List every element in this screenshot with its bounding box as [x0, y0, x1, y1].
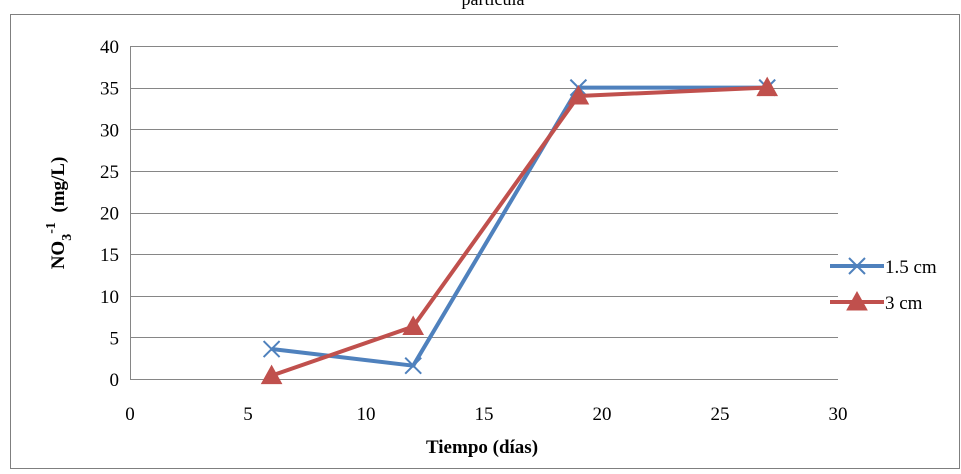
y-tick-label: 30: [100, 120, 119, 141]
y-tick-label: 20: [100, 204, 119, 225]
legend-label: 1.5 cm: [885, 257, 937, 278]
y-tick-label: 35: [100, 79, 119, 100]
x-tick-label: 10: [357, 404, 376, 425]
y-axis-title-base: NO: [48, 241, 69, 270]
y-axis-title: NO3-1 (mg/L): [44, 157, 75, 270]
y-axis-title-unit: (mg/L): [48, 157, 69, 222]
x-tick-label: 30: [829, 404, 848, 425]
y-tick-label: 25: [100, 162, 119, 183]
x-tick-label: 0: [125, 404, 135, 425]
y-axis-title-superscript: -1: [44, 222, 59, 234]
y-tick-label: 40: [100, 37, 119, 58]
x-tick-label: 25: [711, 404, 730, 425]
data-point-series-2: [567, 84, 590, 105]
legend-marker: [846, 290, 868, 311]
legend: 1.5 cm 3 cm: [830, 257, 937, 314]
gridlines: [130, 46, 838, 338]
chart-title: partícula: [462, 0, 525, 9]
data-point-series-2: [402, 315, 425, 336]
data-point-series-1: [262, 340, 281, 358]
x-tick-label: 15: [475, 404, 494, 425]
series-line-2: [270, 85, 768, 378]
y-tick-label: 5: [110, 328, 120, 349]
x-axis-title: Tiempo (días): [426, 437, 538, 458]
data-point-series-2: [756, 76, 779, 97]
series-layer: [260, 76, 779, 385]
y-tick-label: 10: [100, 287, 119, 308]
data-point-series-2: [260, 364, 283, 385]
x-tick-label: 20: [593, 404, 612, 425]
y-axis-title-subscript: 3: [60, 234, 75, 241]
y-tick-label: 15: [100, 245, 119, 266]
legend-marker: [848, 257, 866, 275]
y-tick-label: 0: [110, 370, 120, 391]
axes: 0 5 10 15 20 25 30 35 40 0 5 10 15 20 25 30: [100, 37, 848, 425]
series-line-1: [271, 85, 768, 368]
legend-label: 3 cm: [885, 293, 923, 314]
x-tick-label: 5: [243, 404, 253, 425]
data-point-series-1: [404, 356, 422, 375]
